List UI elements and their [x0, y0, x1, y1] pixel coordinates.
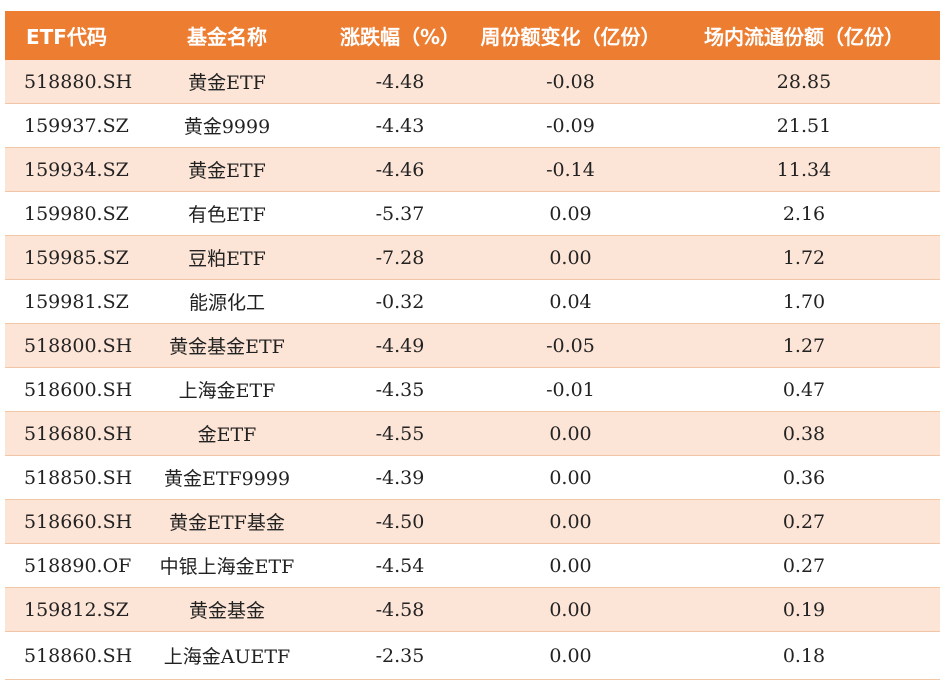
- cell-name: 黄金ETF9999: [163, 468, 291, 490]
- table-row: 518660.SH 黄金ETF基金 -4.50 0.00 0.27: [5, 500, 940, 544]
- table-body: 518880.SH 黄金ETF -4.48 -0.08 28.85 159937.SZ 黄金…: [5, 60, 940, 680]
- cell-float-shares: 0.47: [782, 378, 826, 401]
- cell-name: 豆粕ETF: [188, 248, 266, 270]
- cell-code: 159980.SZ: [24, 202, 129, 225]
- cell-change: -4.48: [375, 70, 425, 93]
- cell-float-shares: 1.27: [782, 334, 826, 357]
- cell-name: 黄金基金: [188, 600, 265, 622]
- cell-name: 金ETF: [197, 424, 257, 446]
- table-row: 159980.SZ 有色ETF -5.37 0.09 2.16: [5, 192, 940, 236]
- cell-change: -0.32: [375, 290, 425, 313]
- cell-name: 黄金9999: [183, 116, 271, 138]
- header-name: 基金名称: [187, 25, 267, 49]
- cell-name: 黄金ETF: [188, 160, 266, 182]
- cell-weekly-change: 0.09: [549, 202, 592, 225]
- cell-code: 518680.SH: [24, 422, 133, 445]
- cell-change: -4.43: [375, 114, 425, 137]
- etf-table: ETF代码 基金名称 涨跌幅（%） 周份额变化（亿份） 场内流通份额（亿份） 5…: [5, 11, 940, 680]
- cell-change: -7.28: [375, 246, 425, 269]
- table-header: ETF代码 基金名称 涨跌幅（%） 周份额变化（亿份） 场内流通份额（亿份）: [5, 11, 940, 60]
- cell-weekly-change: 0.00: [549, 422, 592, 445]
- cell-float-shares: 0.27: [782, 554, 826, 577]
- cell-code: 159985.SZ: [24, 246, 129, 269]
- table-row: 518850.SH 黄金ETF9999 -4.39 0.00 0.36: [5, 456, 940, 500]
- cell-change: -4.54: [375, 554, 425, 577]
- table-row: 159985.SZ 豆粕ETF -7.28 0.00 1.72: [5, 236, 940, 280]
- cell-code: 159981.SZ: [24, 290, 129, 313]
- cell-weekly-change: 0.00: [549, 644, 592, 667]
- cell-change: -2.35: [375, 644, 425, 667]
- cell-weekly-change: 0.04: [549, 290, 592, 313]
- table-row: 159934.SZ 黄金ETF -4.46 -0.14 11.34: [5, 148, 940, 192]
- cell-float-shares: 0.38: [782, 422, 826, 445]
- cell-weekly-change: 0.00: [549, 510, 592, 533]
- cell-float-shares: 11.34: [776, 158, 832, 181]
- cell-name: 中银上海金ETF: [159, 556, 295, 578]
- cell-code: 518890.OF: [24, 554, 132, 577]
- cell-code: 518880.SH: [24, 70, 133, 93]
- cell-name: 能源化工: [188, 292, 265, 314]
- cell-weekly-change: -0.08: [546, 70, 595, 93]
- cell-code: 159937.SZ: [24, 114, 129, 137]
- cell-change: -4.58: [375, 598, 425, 621]
- cell-float-shares: 2.16: [782, 202, 826, 225]
- table-row: 159812.SZ 黄金基金 -4.58 0.00 0.19: [5, 588, 940, 632]
- cell-change: -4.46: [375, 158, 425, 181]
- cell-change: -4.49: [375, 334, 425, 357]
- cell-weekly-change: -0.14: [546, 158, 595, 181]
- cell-code: 159934.SZ: [24, 158, 129, 181]
- cell-float-shares: 0.36: [782, 466, 826, 489]
- cell-weekly-change: 0.00: [549, 554, 592, 577]
- cell-code: 518660.SH: [24, 510, 133, 533]
- table-row: 518890.OF 中银上海金ETF -4.54 0.00 0.27: [5, 544, 940, 588]
- cell-name: 黄金基金ETF: [169, 336, 285, 358]
- cell-code: 518800.SH: [24, 334, 133, 357]
- cell-name: 黄金ETF: [188, 72, 266, 94]
- cell-code: 159812.SZ: [24, 598, 129, 621]
- cell-weekly-change: -0.09: [546, 114, 595, 137]
- cell-float-shares: 21.51: [776, 114, 832, 137]
- header-float-shares: 场内流通份额（亿份）: [704, 25, 904, 49]
- cell-code: 518600.SH: [24, 378, 133, 401]
- cell-float-shares: 0.27: [782, 510, 826, 533]
- table-row: 518880.SH 黄金ETF -4.48 -0.08 28.85: [5, 60, 940, 104]
- cell-weekly-change: -0.05: [546, 334, 595, 357]
- cell-float-shares: 28.85: [776, 70, 832, 93]
- cell-weekly-change: 0.00: [549, 246, 592, 269]
- cell-change: -4.35: [375, 378, 425, 401]
- table-row: 518600.SH 上海金ETF -4.35 -0.01 0.47: [5, 368, 940, 412]
- table-row: 159981.SZ 能源化工 -0.32 0.04 1.70: [5, 280, 940, 324]
- cell-change: -4.39: [375, 466, 425, 489]
- cell-float-shares: 1.70: [782, 290, 826, 313]
- cell-weekly-change: 0.00: [549, 598, 592, 621]
- header-weekly-shares: 周份额变化（亿份）: [480, 25, 661, 49]
- table-row: 518800.SH 黄金基金ETF -4.49 -0.05 1.27: [5, 324, 940, 368]
- cell-change: -4.55: [375, 422, 425, 445]
- cell-float-shares: 0.18: [782, 644, 826, 667]
- table-row: 518860.SH 上海金AUETF -2.35 0.00 0.18: [5, 632, 940, 680]
- cell-float-shares: 1.72: [782, 246, 826, 269]
- cell-name: 上海金AUETF: [163, 646, 291, 668]
- cell-name: 有色ETF: [188, 204, 266, 226]
- cell-float-shares: 0.19: [782, 598, 826, 621]
- cell-name: 黄金ETF基金: [169, 512, 285, 534]
- header-code: ETF代码: [26, 25, 107, 49]
- cell-change: -5.37: [375, 202, 425, 225]
- table-row: 518680.SH 金ETF -4.55 0.00 0.38: [5, 412, 940, 456]
- cell-change: -4.50: [375, 510, 425, 533]
- table-row: 159937.SZ 黄金9999 -4.43 -0.09 21.51: [5, 104, 940, 148]
- cell-code: 518860.SH: [24, 644, 133, 667]
- cell-weekly-change: 0.00: [549, 466, 592, 489]
- cell-weekly-change: -0.01: [546, 378, 595, 401]
- cell-name: 上海金ETF: [178, 380, 276, 402]
- header-change: 涨跌幅（%）: [339, 25, 461, 49]
- cell-code: 518850.SH: [24, 466, 133, 489]
